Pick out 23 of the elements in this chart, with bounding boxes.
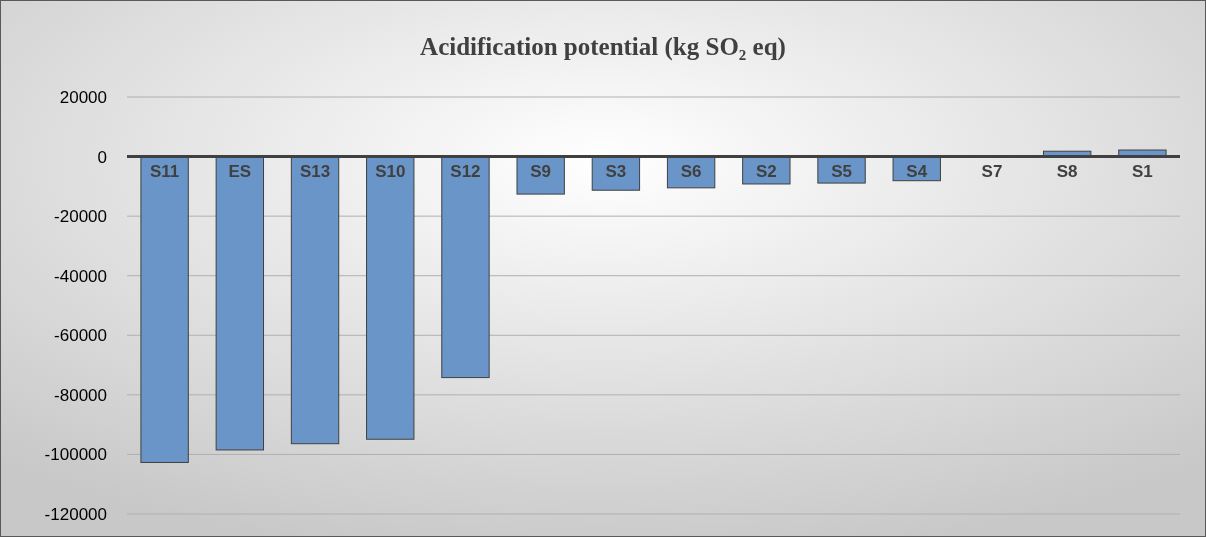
chart-title: Acidification potential (kg SO₂ eq): [420, 33, 786, 61]
x-tick-label: S11: [149, 161, 180, 181]
x-tick-label: S1: [1131, 161, 1153, 181]
y-tick-label: 0: [97, 147, 107, 167]
x-tick-label: S8: [1056, 161, 1078, 181]
x-tick-label: S10: [375, 161, 406, 181]
x-tick-label: S2: [755, 161, 777, 181]
y-tick-label: -40000: [54, 266, 107, 286]
x-tick-label: S9: [530, 161, 552, 181]
x-tick-label: S7: [981, 161, 1003, 181]
y-tick-label: -120000: [44, 504, 107, 524]
y-tick-label: 20000: [59, 87, 107, 107]
y-tick-label: -60000: [54, 326, 107, 346]
x-tick-label: S13: [299, 161, 331, 181]
y-tick-label: -20000: [54, 207, 107, 227]
x-tick-label: S5: [831, 161, 852, 181]
x-tick-label: S6: [680, 161, 702, 181]
y-tick-label: -80000: [54, 385, 107, 405]
x-tick-label: S3: [605, 161, 627, 181]
x-tick-label: S4: [906, 161, 928, 181]
y-tick-label: -100000: [44, 445, 107, 465]
x-tick-label: S12: [450, 161, 481, 181]
x-tick-label: ES: [228, 161, 252, 181]
